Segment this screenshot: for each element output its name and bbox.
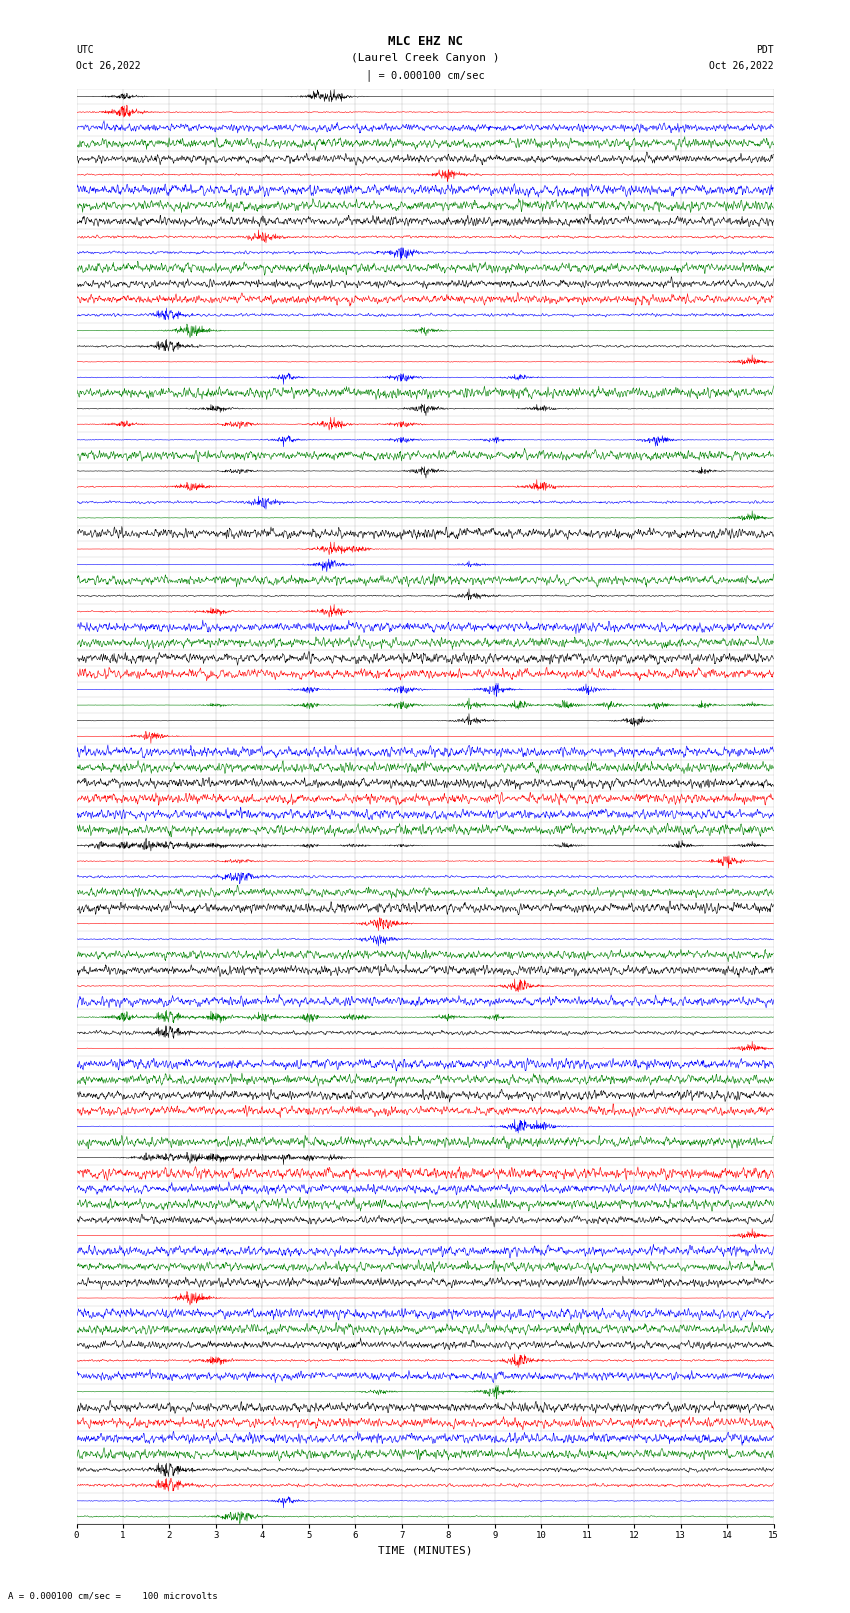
Text: UTC: UTC	[76, 45, 94, 55]
Text: MLC EHZ NC: MLC EHZ NC	[388, 35, 462, 48]
Text: A = 0.000100 cm/sec =    100 microvolts: A = 0.000100 cm/sec = 100 microvolts	[8, 1590, 218, 1600]
Text: PDT: PDT	[756, 45, 774, 55]
Text: │ = 0.000100 cm/sec: │ = 0.000100 cm/sec	[366, 69, 484, 81]
Text: Oct 26,2022: Oct 26,2022	[709, 61, 774, 71]
Text: Oct 26,2022: Oct 26,2022	[76, 61, 141, 71]
X-axis label: TIME (MINUTES): TIME (MINUTES)	[377, 1545, 473, 1557]
Text: (Laurel Creek Canyon ): (Laurel Creek Canyon )	[351, 53, 499, 63]
